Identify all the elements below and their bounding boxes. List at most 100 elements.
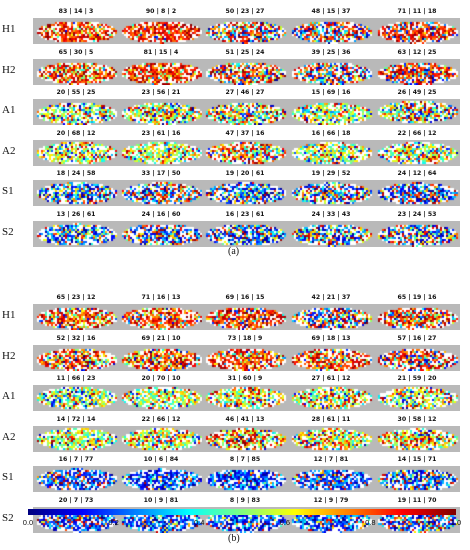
cell-caption: 42 | 21 | 37: [311, 294, 351, 301]
heatmap-image: [118, 99, 204, 125]
cell-caption: 27 | 61 | 12: [311, 375, 351, 382]
heatmap-image: [202, 425, 288, 452]
heatmap-image: [374, 18, 460, 44]
heatmap-cell: [288, 466, 374, 492]
heatmap-image: [202, 344, 288, 371]
row-label-b-h1: H1: [2, 309, 16, 321]
cell-caption: 47 | 37 | 16: [225, 129, 265, 137]
heatmap-image: [33, 344, 119, 371]
cell-caption: 14 | 72 | 14: [56, 415, 96, 423]
heatmap-cell: [374, 385, 460, 411]
row-label-a-h2: H2: [2, 63, 16, 76]
cell-caption: 10 | 9 | 81: [143, 496, 179, 504]
colorbar-tick: 0.6: [279, 518, 291, 527]
heatmap-image: [33, 466, 119, 492]
heatmap-cell: [33, 139, 119, 166]
heatmap-image: [202, 466, 288, 492]
heatmap-cell: [202, 18, 288, 44]
heatmap-image: [118, 466, 204, 492]
heatmap-image: [202, 58, 288, 85]
heatmap-cell: [374, 304, 460, 330]
cell-caption: 19 | 11 | 70: [397, 496, 437, 504]
heatmap-cell: [202, 385, 288, 411]
cell-caption: 90 | 8 | 2: [145, 8, 177, 15]
heatmap-image: [288, 18, 374, 44]
row-label-b-a1: A1: [2, 390, 16, 402]
heatmap-cell: [118, 58, 204, 85]
heatmap-cell: [118, 385, 204, 411]
heatmap-cell: [118, 99, 204, 125]
heatmap-cell: [288, 180, 374, 206]
heatmap-cell: [33, 425, 119, 452]
heatmap-image: [33, 385, 119, 411]
cell-caption: 24 | 16 | 60: [141, 210, 181, 218]
colorbar-tick: 1.0: [450, 518, 462, 527]
cell-caption: 69 | 18 | 13: [311, 334, 351, 342]
heatmap-image: [288, 385, 374, 411]
heatmap-cell: [33, 18, 119, 44]
heatmap-cell: [33, 180, 119, 206]
cell-caption: 48 | 15 | 37: [311, 8, 351, 15]
heatmap-image: [33, 425, 119, 452]
heatmap-image: [33, 58, 119, 85]
heatmap-cell: [202, 466, 288, 492]
row-label-a-s1: S1: [2, 185, 14, 197]
cell-caption: 23 | 24 | 53: [397, 210, 437, 218]
heatmap-image: [288, 180, 374, 206]
panel-a-label: (a): [228, 246, 240, 257]
heatmap-cell: [33, 466, 119, 492]
heatmap-cell: [33, 344, 119, 371]
cell-caption: 39 | 25 | 36: [311, 48, 351, 56]
heatmap-image: [202, 304, 288, 330]
cell-caption: 8 | 7 | 85: [229, 456, 261, 463]
heatmap-image: [374, 304, 460, 330]
cell-caption: 22 | 66 | 12: [397, 129, 437, 137]
heatmap-image: [202, 385, 288, 411]
heatmap-image: [202, 139, 288, 166]
heatmap-cell: [288, 139, 374, 166]
colorbar-tick: 0.8: [365, 518, 376, 527]
colorbar-tick: 0.2: [108, 518, 119, 527]
heatmap-cell: [288, 18, 374, 44]
cell-caption: 20 | 70 | 10: [141, 375, 181, 382]
cell-caption: 20 | 55 | 25: [56, 89, 96, 96]
cell-caption: 63 | 12 | 25: [397, 48, 437, 56]
heatmap-cell: [288, 220, 374, 247]
heatmap-image: [33, 180, 119, 206]
heatmap-cell: [118, 18, 204, 44]
heatmap-image: [374, 99, 460, 125]
heatmap-cell: [202, 344, 288, 371]
cell-caption: 65 | 19 | 16: [397, 294, 437, 301]
cell-caption: 10 | 6 | 84: [143, 456, 179, 463]
heatmap-cell: [374, 180, 460, 206]
heatmap-cell: [374, 344, 460, 371]
heatmap-cell: [288, 344, 374, 371]
heatmap-cell: [118, 304, 204, 330]
heatmap-image: [33, 139, 119, 166]
heatmap-cell: [374, 58, 460, 85]
cell-caption: 24 | 33 | 43: [311, 210, 351, 218]
heatmap-image: [118, 58, 204, 85]
cell-caption: 8 | 9 | 83: [229, 496, 261, 504]
heatmap-cell: [202, 99, 288, 125]
cell-caption: 18 | 24 | 58: [56, 170, 96, 177]
cell-caption: 16 | 66 | 18: [311, 129, 351, 137]
heatmap-image: [288, 220, 374, 247]
cell-caption: 73 | 18 | 9: [227, 334, 263, 342]
heatmap-cell: [33, 220, 119, 247]
heatmap-cell: [118, 466, 204, 492]
cell-caption: 69 | 21 | 10: [141, 334, 181, 342]
cell-caption: 13 | 26 | 61: [56, 210, 96, 218]
heatmap-cell: [118, 425, 204, 452]
heatmap-cell: [118, 220, 204, 247]
heatmap-image: [374, 385, 460, 411]
heatmap-cell: [202, 180, 288, 206]
heatmap-image: [118, 180, 204, 206]
cell-caption: 50 | 23 | 27: [225, 8, 265, 15]
heatmap-image: [118, 385, 204, 411]
heatmap-cell: [288, 425, 374, 452]
cell-caption: 65 | 23 | 12: [56, 294, 96, 301]
heatmap-image: [118, 304, 204, 330]
heatmap-image: [202, 18, 288, 44]
